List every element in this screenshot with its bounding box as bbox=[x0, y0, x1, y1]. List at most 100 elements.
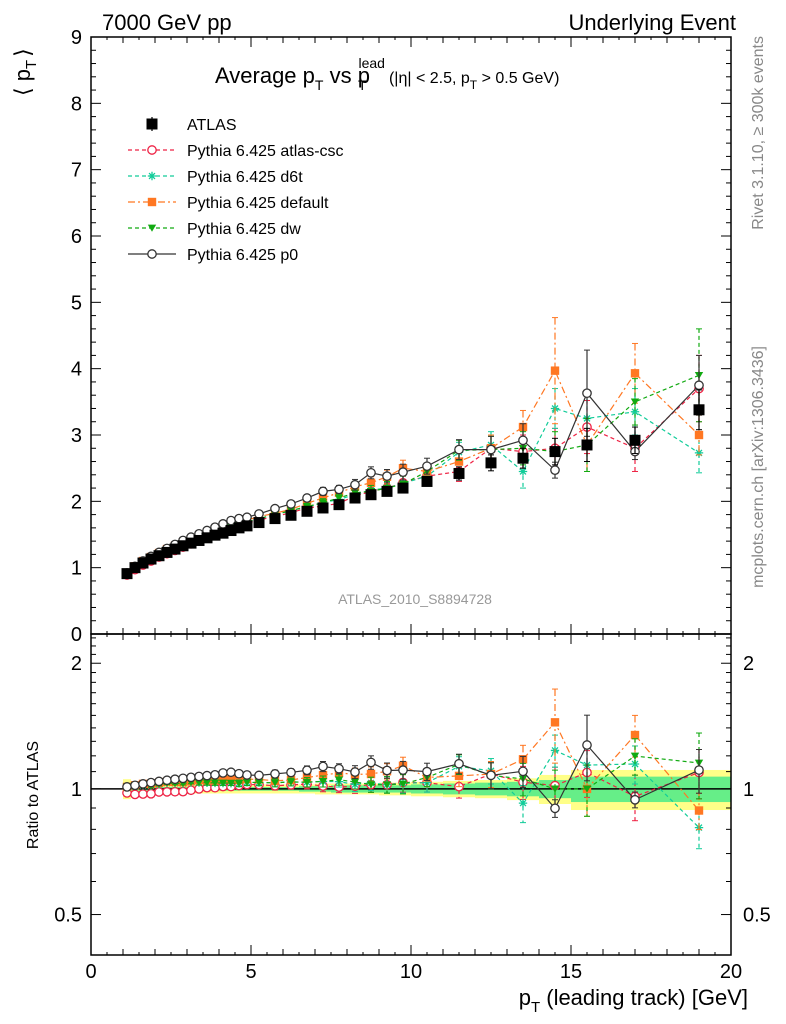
data-point bbox=[334, 484, 344, 495]
y-label-sub: T bbox=[23, 60, 40, 69]
ratio-point bbox=[630, 794, 640, 805]
data-point bbox=[454, 444, 464, 455]
legend-entry: Pythia 6.425 default bbox=[128, 195, 329, 212]
data-point bbox=[629, 434, 641, 446]
data-point bbox=[177, 540, 189, 552]
y-tick-label: 8 bbox=[71, 93, 82, 115]
data-point bbox=[217, 527, 229, 539]
data-point bbox=[169, 543, 181, 555]
data-point bbox=[549, 446, 561, 458]
ratio-point bbox=[398, 765, 408, 775]
legend-entry: Pythia 6.425 atlas-csc bbox=[128, 143, 344, 160]
data-point bbox=[454, 457, 464, 466]
series-line bbox=[126, 369, 700, 574]
data-point bbox=[193, 534, 205, 546]
ratio-point bbox=[122, 782, 132, 792]
data-point bbox=[286, 499, 296, 509]
ratio-point bbox=[454, 758, 464, 769]
legend-marker bbox=[147, 249, 157, 259]
ratio-point bbox=[286, 778, 296, 786]
data-point bbox=[365, 489, 377, 501]
data-point bbox=[398, 467, 408, 477]
ratio-point bbox=[218, 779, 228, 787]
ratio-point bbox=[170, 786, 180, 797]
ratio-point bbox=[154, 787, 164, 797]
ratio-point bbox=[154, 776, 164, 787]
ratio-point bbox=[218, 775, 228, 784]
ratio-point bbox=[550, 803, 560, 814]
ratio-point bbox=[178, 773, 188, 784]
main-panel-series bbox=[121, 317, 705, 580]
data-point bbox=[317, 502, 329, 514]
data-point bbox=[121, 568, 133, 580]
ratio-point bbox=[194, 779, 204, 787]
ratio-point bbox=[138, 789, 148, 799]
ratio-point bbox=[454, 771, 464, 781]
ratio-point bbox=[630, 752, 640, 760]
data-point bbox=[518, 467, 528, 476]
data-point bbox=[285, 509, 297, 521]
legend-entry: ATLAS bbox=[146, 117, 237, 134]
analysis-watermark: ATLAS_2010_S8894728 bbox=[338, 591, 492, 607]
legend-label: Pythia 6.425 atlas-csc bbox=[187, 143, 344, 160]
ratio-point bbox=[218, 768, 228, 778]
ratio-point bbox=[270, 769, 280, 779]
y-tick-label: 7 bbox=[71, 160, 82, 182]
data-point bbox=[269, 513, 281, 525]
data-point bbox=[185, 537, 197, 549]
ratio-point bbox=[146, 777, 156, 788]
data-point bbox=[302, 493, 312, 503]
ratio-point bbox=[318, 778, 328, 786]
ratio-point bbox=[422, 766, 432, 777]
ratio-point bbox=[254, 770, 264, 781]
data-point bbox=[421, 475, 433, 487]
ratio-point bbox=[270, 779, 280, 787]
svg-text:⟨ pT⟩: ⟨ pT ⟩ bbox=[10, 48, 40, 96]
legend-label: Pythia 6.425 d6t bbox=[187, 169, 303, 186]
ratio-point bbox=[242, 770, 252, 780]
ratio-point bbox=[382, 781, 392, 789]
data-point bbox=[209, 529, 221, 541]
ratio-point bbox=[302, 765, 312, 776]
ratio-point bbox=[210, 769, 220, 780]
data-point bbox=[318, 493, 328, 503]
ratio-point bbox=[350, 767, 360, 777]
ratio-point bbox=[630, 759, 640, 769]
ratio-point bbox=[318, 761, 328, 772]
ratio-point bbox=[242, 778, 252, 787]
rivet-label: Rivet 3.1.10, ≥ 300k events bbox=[750, 36, 767, 230]
ratio-tick-label-right: 0.5 bbox=[743, 905, 771, 927]
ratio-point bbox=[382, 765, 392, 776]
header-left: 7000 GeV pp bbox=[102, 10, 232, 35]
ratio-point bbox=[550, 718, 560, 727]
y-label-open: ⟨ p bbox=[10, 69, 35, 96]
ratio-point bbox=[226, 779, 236, 787]
data-point bbox=[550, 366, 560, 375]
legend-label: ATLAS bbox=[187, 117, 237, 134]
ratio-point bbox=[286, 767, 296, 778]
data-point bbox=[233, 522, 245, 534]
y-tick-label: 3 bbox=[71, 425, 82, 447]
y-tick-label: 0 bbox=[71, 624, 82, 646]
ratio-point bbox=[366, 757, 376, 768]
series-line bbox=[126, 407, 700, 574]
ratio-point bbox=[234, 768, 244, 779]
legend: ATLAS Pythia 6.425 atlas-csc Pythia 6.425 … bbox=[128, 117, 344, 264]
legend-entry: Pythia 6.425 p0 bbox=[128, 247, 298, 264]
header-right: Underlying Event bbox=[568, 10, 736, 35]
ratio-tick-label-left: 0.5 bbox=[54, 905, 82, 927]
ratio-point bbox=[334, 763, 344, 774]
data-point bbox=[382, 471, 392, 481]
data-point bbox=[694, 448, 704, 458]
data-point bbox=[129, 562, 141, 574]
ratio-tick-label-right: 2 bbox=[743, 653, 754, 675]
y-label-close: ⟩ bbox=[10, 48, 35, 57]
ratio-point bbox=[138, 779, 148, 789]
data-point bbox=[630, 407, 640, 416]
x-tick-label: 15 bbox=[560, 961, 582, 983]
ratio-point bbox=[422, 778, 432, 787]
data-point bbox=[241, 520, 253, 532]
x-axis-label: pT (leading track) [GeV] bbox=[519, 985, 748, 1016]
ratio-tick-label-right: 1 bbox=[743, 779, 754, 801]
ratio-point bbox=[162, 775, 172, 786]
